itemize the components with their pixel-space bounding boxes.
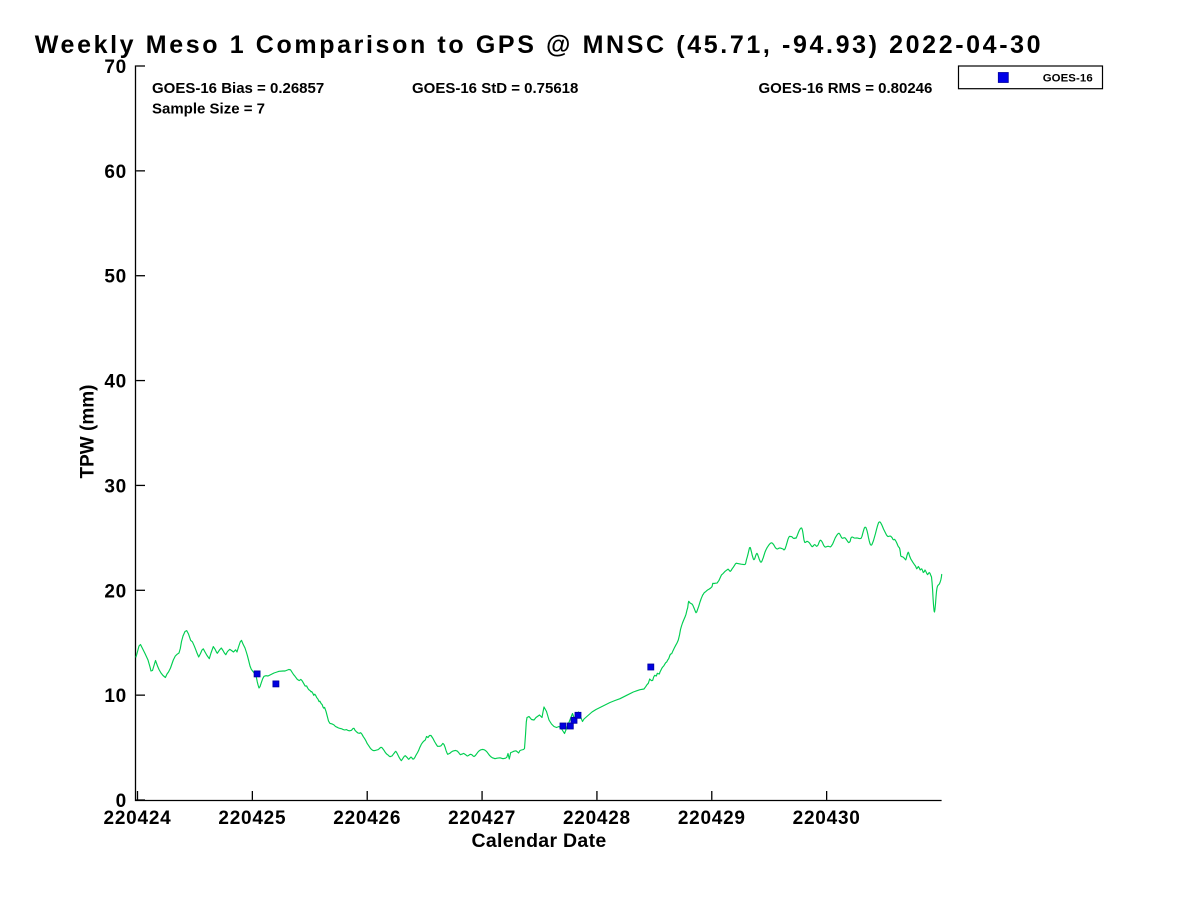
svg-text:220425: 220425 — [218, 808, 286, 829]
svg-text:220427: 220427 — [448, 808, 516, 829]
svg-text:220430: 220430 — [793, 808, 861, 829]
svg-text:220426: 220426 — [333, 808, 401, 829]
svg-text:70: 70 — [104, 57, 127, 78]
svg-text:220429: 220429 — [678, 808, 746, 829]
svg-text:Sample Size = 7: Sample Size = 7 — [152, 101, 265, 118]
svg-text:50: 50 — [104, 267, 127, 288]
svg-text:Calendar Date: Calendar Date — [471, 830, 606, 852]
svg-text:GOES-16: GOES-16 — [1043, 73, 1093, 85]
svg-text:0: 0 — [116, 791, 127, 812]
svg-text:10: 10 — [104, 686, 127, 707]
svg-text:220428: 220428 — [563, 808, 631, 829]
svg-text:TPW (mm): TPW (mm) — [78, 385, 99, 479]
svg-text:30: 30 — [104, 476, 127, 497]
svg-text:Weekly Meso 1 Comparison to GP: Weekly Meso 1 Comparison to GPS @ MNSC (… — [35, 31, 1043, 59]
svg-text:GOES-16 StD = 0.75618: GOES-16 StD = 0.75618 — [412, 80, 578, 97]
svg-text:220424: 220424 — [104, 808, 172, 829]
svg-text:40: 40 — [104, 372, 127, 393]
svg-text:60: 60 — [104, 162, 127, 183]
svg-text:20: 20 — [104, 581, 127, 602]
svg-text:GOES-16 Bias = 0.26857: GOES-16 Bias = 0.26857 — [152, 80, 324, 97]
svg-text:GOES-16 RMS = 0.80246: GOES-16 RMS = 0.80246 — [759, 80, 933, 97]
